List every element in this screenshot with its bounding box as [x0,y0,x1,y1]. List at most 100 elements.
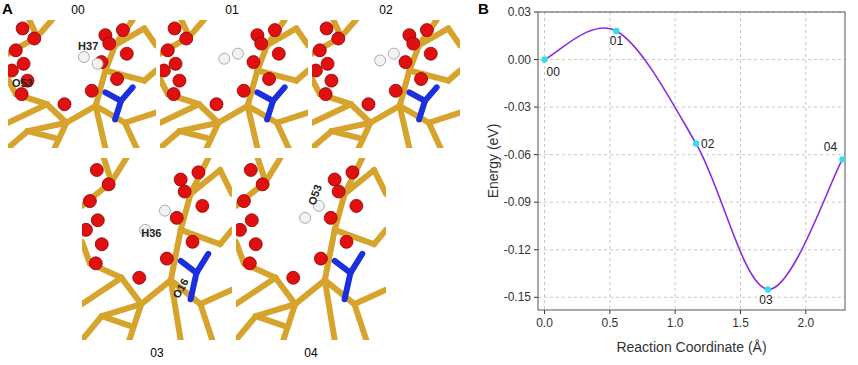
oxygen-atom [415,72,428,85]
oxygen-atom [58,98,71,111]
grid-line [538,59,845,60]
oxygen-atom [340,235,353,248]
snapshot-image [160,20,308,148]
oxygen-atom [28,32,41,45]
bond [312,79,320,94]
oxygen-atom [332,32,345,45]
bond [296,28,308,45]
bond [8,131,27,148]
oxygen-atom [328,173,341,186]
grid-line [675,12,676,310]
oxygen-atom [249,238,262,251]
frame-label: 01 [225,3,239,17]
hydrogen-atom [388,48,399,59]
oxygen-atom [245,214,258,227]
oxygen-atom [102,178,115,191]
bond [236,278,275,304]
oxygen-atom [210,98,223,111]
grid-line [538,297,845,298]
tick [534,249,538,250]
energy-curve [545,28,843,290]
bond [374,170,386,194]
bond [220,170,232,194]
bond [218,106,247,123]
snapshot-bg [312,20,460,148]
bond [8,104,47,123]
bond [115,101,121,120]
bond [125,113,156,123]
oxygen-atom [263,72,276,85]
bond [160,104,199,123]
bond [160,79,168,94]
oxygen-atom [346,166,359,179]
oxygen-atom [399,56,412,69]
oxygen-atom [272,47,285,60]
oxygen-atom [120,47,133,60]
snapshot-bg [160,20,308,148]
oxygen-atom [424,47,437,60]
bond [277,123,289,148]
hydrogen-atom [300,212,311,223]
hydrogen-atom [219,53,230,64]
snapshot-image [236,158,386,340]
oxygen-atom [9,44,22,57]
oxygen-atom [350,199,363,212]
snapshot-bg [8,20,156,148]
bond [96,106,106,148]
oxygen-atom [111,72,124,85]
oxygen-atom [268,24,281,37]
oxygen-atom [8,64,18,77]
grid-line [609,12,610,310]
data-layer [541,28,845,293]
snapshot-bg [236,158,386,340]
bond [236,316,256,340]
bond [112,158,127,182]
bond [196,254,208,273]
bond [220,230,232,244]
oxygen-atom [178,185,191,198]
hydrogen-atom [375,55,386,66]
oxygen-atom [160,64,170,77]
snapshot-bg [82,158,232,340]
tick-label: 1.0 [667,316,684,330]
tick-label: 2.0 [797,316,814,330]
bond [236,242,244,264]
oxygen-atom [89,257,102,270]
oxygen-atom [196,199,209,212]
data-point [541,56,547,62]
bond [448,28,460,45]
tick-label: 0.00 [508,53,532,67]
bond [325,280,335,340]
oxygen-atom [169,57,182,70]
grid-line [538,249,845,250]
oxygen-atom [255,37,268,50]
bond [374,230,386,244]
tick [544,310,545,314]
hydrogen-atom [232,48,243,59]
oxygen-atom [243,257,256,270]
oxygen-atom [186,235,199,248]
panel-label: A [2,0,13,17]
bond [419,20,437,45]
atom-label: O16 [170,276,191,300]
oxygen-atom [321,57,334,70]
tick-label: 0.0 [536,316,553,330]
frame-label: 03 [150,346,164,360]
oxygen-atom [314,252,327,265]
bond [448,71,460,81]
tick [675,310,676,314]
oxygen-atom [389,84,402,97]
panel-label: B [478,0,489,17]
grid-line [805,12,806,310]
bond [141,280,171,304]
bond [370,106,399,123]
bond [429,113,460,123]
grid-line [538,154,845,155]
bond [335,194,345,230]
bond [200,290,232,304]
point-label: 02 [701,137,715,151]
oxygen-atom [90,163,103,176]
snapshot-image [312,20,460,148]
bond [102,316,130,326]
oxygen-atom [319,88,332,101]
